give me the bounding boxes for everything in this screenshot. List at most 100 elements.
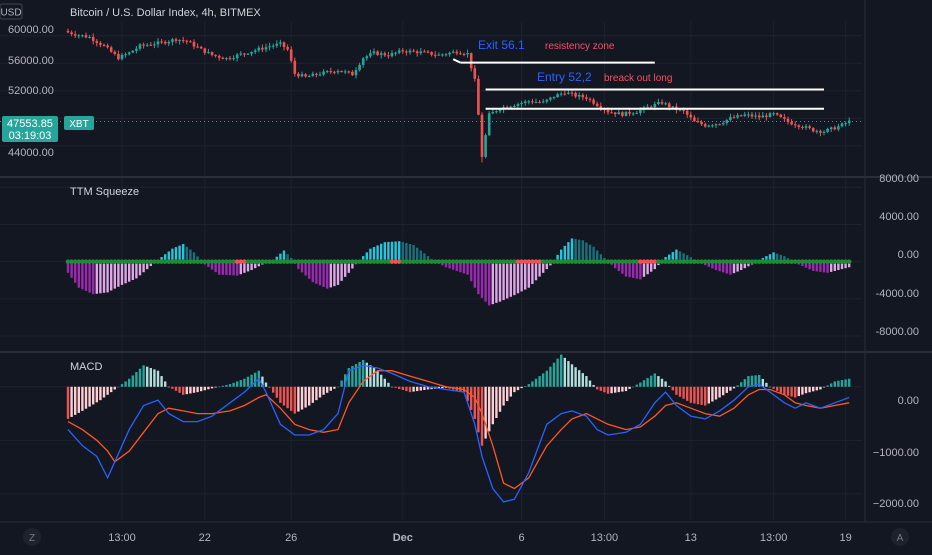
candle-body xyxy=(181,40,185,42)
macd-histogram-bar xyxy=(264,382,268,387)
squeeze-dot xyxy=(544,259,550,264)
squeeze-dot xyxy=(720,259,726,264)
ttm-bar xyxy=(70,261,73,278)
price-tick: 44000.00 xyxy=(8,147,54,159)
candle-body xyxy=(351,71,354,76)
squeeze-dot xyxy=(105,259,110,264)
ttm-bar xyxy=(502,261,505,301)
macd-title[interactable]: MACD xyxy=(70,361,102,373)
ttm-bar xyxy=(639,261,642,280)
macd-histogram-bar xyxy=(351,366,354,387)
ttm-bar xyxy=(592,246,595,262)
zoom-button-label[interactable]: Z xyxy=(29,533,35,544)
macd-histogram-bar xyxy=(239,380,242,387)
ttm-bar xyxy=(848,261,851,268)
auto-scale-button[interactable] xyxy=(891,528,909,546)
squeeze-dot xyxy=(760,259,766,264)
ttm-bar xyxy=(110,261,113,291)
squeeze-dot xyxy=(310,259,316,264)
squeeze-dot xyxy=(69,259,74,264)
candle-body xyxy=(325,71,329,73)
candle-body xyxy=(142,44,145,46)
ttm-bar xyxy=(66,261,70,273)
macd-tick: −2000.00 xyxy=(873,498,919,510)
ttm-bar xyxy=(336,261,340,285)
squeeze-dot xyxy=(389,259,395,264)
macd-histogram-bar xyxy=(408,386,412,393)
ttm-bar xyxy=(815,261,818,272)
candle-body xyxy=(797,125,801,127)
squeeze-dot xyxy=(274,259,280,264)
macd-histogram-bar xyxy=(556,358,559,387)
macd-histogram-bar xyxy=(308,386,311,406)
squeeze-dot xyxy=(627,259,632,264)
ttm-bar xyxy=(520,261,523,292)
time-label: 6 xyxy=(519,532,525,544)
macd-histogram-bar xyxy=(185,386,188,395)
squeeze-dot xyxy=(209,259,215,264)
ttm-bar xyxy=(840,261,844,270)
macd-histogram-bar xyxy=(574,367,577,387)
candle-body xyxy=(700,121,703,125)
candle-body xyxy=(495,111,498,113)
ttm-bar xyxy=(77,261,80,288)
macd-histogram-bar xyxy=(801,386,804,395)
squeeze-dot xyxy=(112,259,118,264)
ttm-bar xyxy=(556,254,559,262)
macd-histogram-bar xyxy=(498,386,502,412)
ttm-bar xyxy=(545,261,548,270)
candle-body xyxy=(250,51,253,54)
macd-histogram-bar xyxy=(833,381,836,387)
macd-histogram-bar xyxy=(405,386,408,392)
squeeze-dot xyxy=(432,259,438,264)
ttm-bar xyxy=(124,261,127,284)
candle-body xyxy=(189,41,192,43)
squeeze-dot xyxy=(616,259,622,264)
ttm-bar xyxy=(254,261,257,269)
current-price-tag xyxy=(2,116,58,142)
macd-histogram-bar xyxy=(707,386,710,404)
macd-histogram-bar xyxy=(794,386,797,398)
candle-body xyxy=(405,51,408,53)
breakout-label[interactable]: breack out long xyxy=(604,73,672,84)
ttm-bar xyxy=(725,261,728,274)
resistance-label[interactable]: resistency zone xyxy=(545,41,615,52)
chart-title: Bitcoin / U.S. Dollar Index, 4h, BITMEX xyxy=(70,7,261,19)
squeeze-dot xyxy=(137,259,143,264)
macd-histogram-bar xyxy=(282,386,286,406)
exit-label[interactable]: Exit 56.1 xyxy=(478,38,525,52)
ttm-title[interactable]: TTM Squeeze xyxy=(70,186,139,198)
squeeze-dot xyxy=(706,259,712,264)
squeeze-dot xyxy=(684,259,690,264)
macd-histogram-bar xyxy=(362,360,365,387)
macd-histogram-bar xyxy=(340,380,343,387)
ttm-bar xyxy=(588,244,592,262)
candle-body xyxy=(660,102,664,104)
auto-scale-button-label[interactable]: A xyxy=(897,533,904,544)
price-tick: 52000.00 xyxy=(8,85,54,97)
candle-body xyxy=(419,51,423,54)
zoom-button[interactable] xyxy=(23,528,41,546)
candle-body xyxy=(84,35,88,38)
ttm-bar xyxy=(333,261,336,287)
ttm-bar xyxy=(315,261,318,284)
squeeze-dot xyxy=(771,259,776,264)
squeeze-dot xyxy=(166,259,172,264)
squeeze-dot xyxy=(501,259,506,264)
squeeze-dot xyxy=(580,259,586,264)
squeeze-dot xyxy=(414,259,420,264)
macd-histogram-bar xyxy=(754,375,757,387)
ttm-bar xyxy=(646,261,649,275)
candle-body xyxy=(538,101,541,103)
squeeze-dot xyxy=(346,259,352,264)
macd-histogram-bar xyxy=(664,381,667,387)
ttm-bar xyxy=(214,261,217,273)
trendline-hook xyxy=(452,58,461,64)
time-axis-labels[interactable]: 13:00 22 26 Dec 6 13:00 13 13:00 19 xyxy=(108,532,851,544)
candle-body xyxy=(808,126,811,128)
ttm-bar xyxy=(822,261,826,273)
entry-label[interactable]: Entry 52,2 xyxy=(537,70,592,84)
macd-histogram-bar xyxy=(196,386,199,393)
candle-body xyxy=(163,41,167,44)
ticker-tag xyxy=(64,116,94,130)
